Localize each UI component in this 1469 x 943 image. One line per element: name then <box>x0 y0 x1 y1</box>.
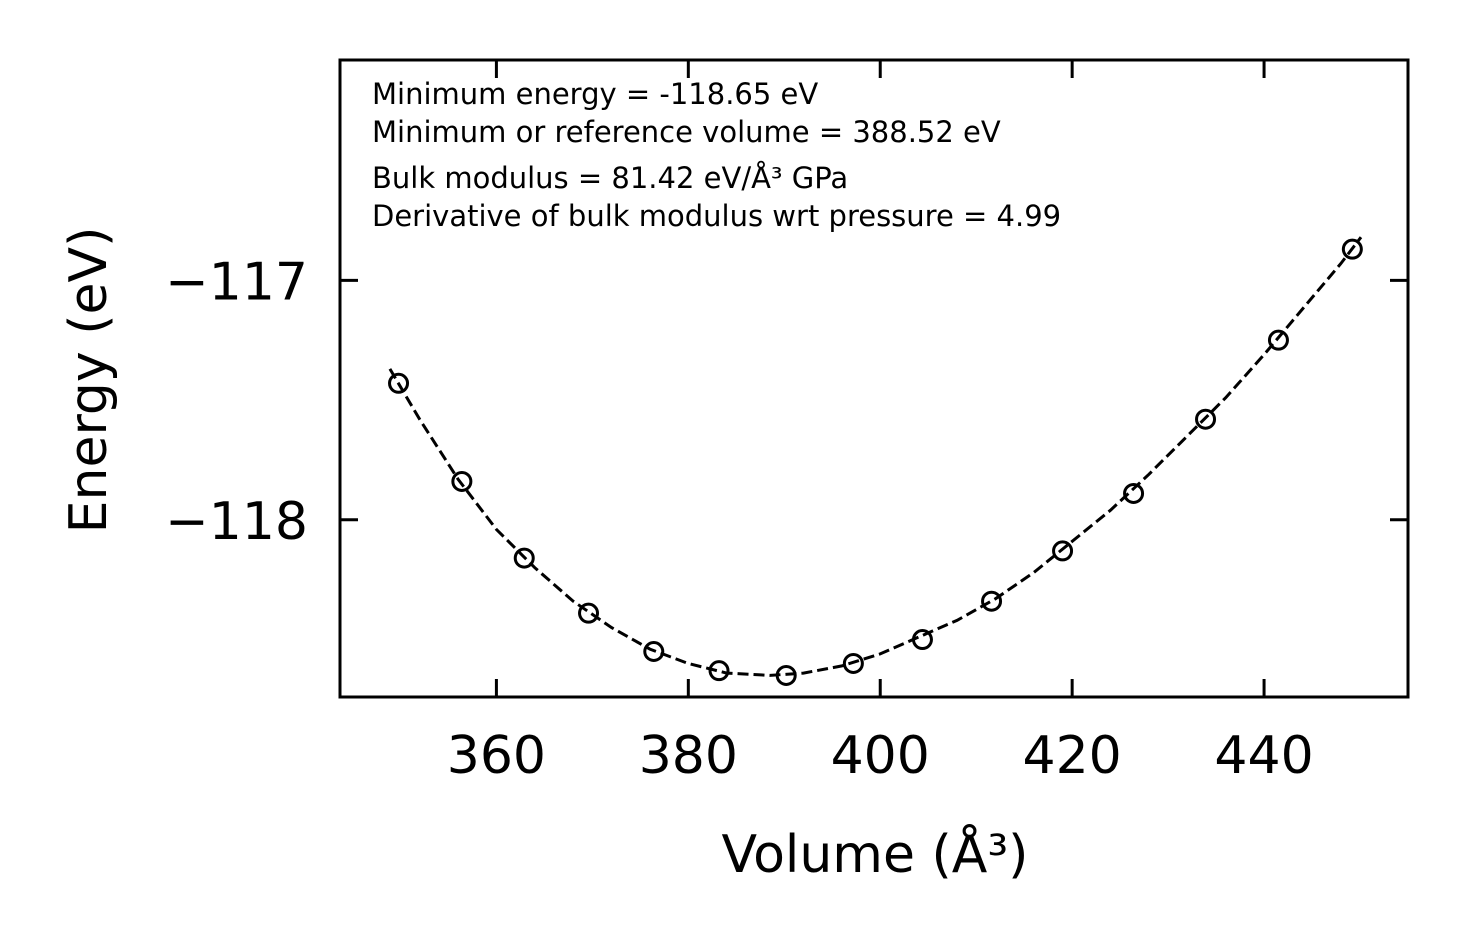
x-tick-label: 380 <box>639 726 738 786</box>
data-point <box>513 547 535 569</box>
plot-area <box>340 60 1408 697</box>
data-markers-layer <box>388 238 1363 686</box>
y-tick-label: −117 <box>165 252 308 312</box>
x-tick-label: 360 <box>447 726 546 786</box>
data-point <box>981 590 1003 612</box>
data-point <box>1052 540 1074 562</box>
x-tick-label: 440 <box>1214 726 1313 786</box>
data-point <box>643 641 665 662</box>
y-tick-label: −118 <box>165 492 308 552</box>
data-point <box>388 372 410 394</box>
annotation-bulk-modulus: Bulk modulus = 81.42 eV/Å³ GPa <box>372 161 848 195</box>
data-point <box>451 470 473 492</box>
annotation-bulk-modulus-derivative: Derivative of bulk modulus wrt pressure … <box>372 199 1061 233</box>
data-point <box>842 652 864 674</box>
fit-curve-layer <box>388 236 1363 677</box>
data-point <box>775 664 797 686</box>
x-axis-title: Volume (Å³) <box>722 823 1029 885</box>
data-point <box>911 629 933 651</box>
fit-curve <box>388 236 1363 677</box>
annotation-block: Minimum energy = -118.65 eV Minimum or r… <box>372 77 1061 233</box>
data-point <box>1123 482 1145 504</box>
annotation-min-volume: Minimum or reference volume = 388.52 eV <box>372 115 1001 149</box>
ticks-layer: 360 380 400 420 440 −117 −118 <box>165 60 1408 786</box>
data-point <box>1195 408 1217 430</box>
x-tick-label: 400 <box>831 726 930 786</box>
data-point <box>578 602 600 624</box>
data-point <box>708 660 730 682</box>
y-axis-title: Energy (eV) <box>59 227 119 534</box>
data-point <box>1267 329 1289 351</box>
annotation-min-energy: Minimum energy = -118.65 eV <box>372 77 818 111</box>
x-tick-label: 420 <box>1023 726 1122 786</box>
plot-frame <box>338 58 1410 699</box>
data-point <box>1341 238 1363 260</box>
